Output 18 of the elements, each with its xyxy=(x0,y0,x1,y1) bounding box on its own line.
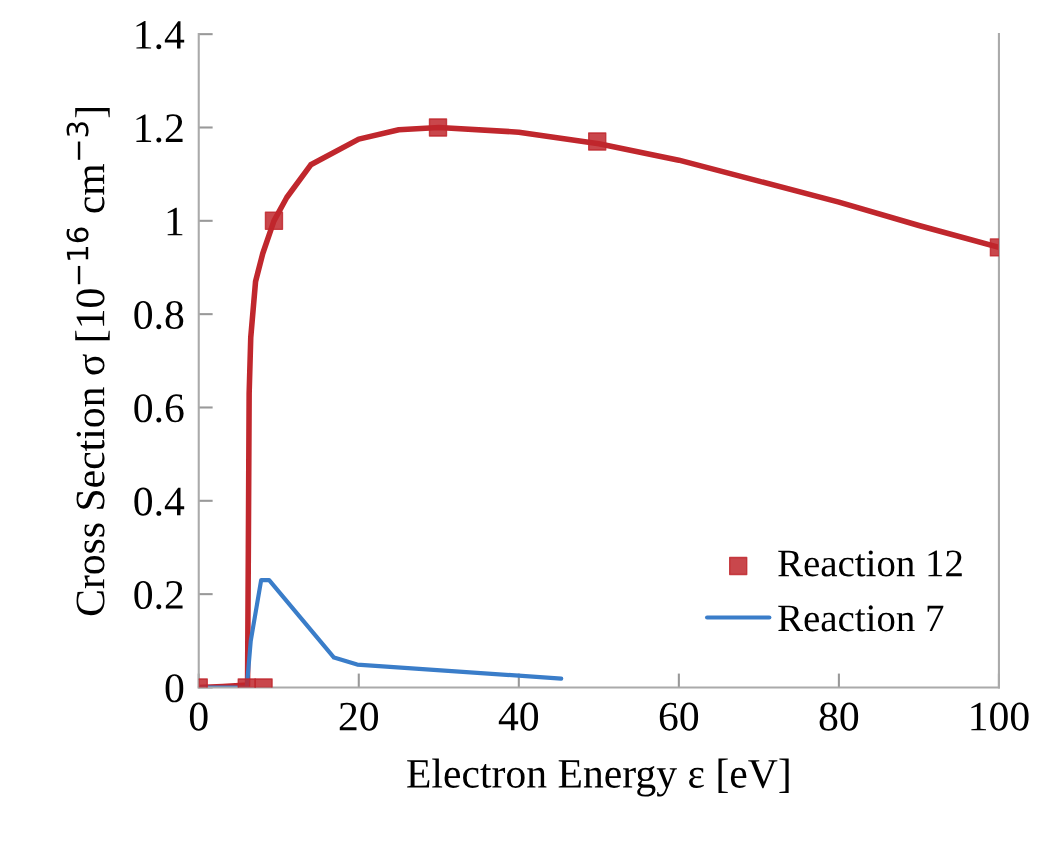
y-tick-label: 0.6 xyxy=(134,394,184,423)
legend-label: Reaction 7 xyxy=(778,605,944,632)
y-tick-label: 0.8 xyxy=(134,300,184,330)
x-axis-title: Electron Energy ε [eV] xyxy=(407,758,789,797)
y-tick-label: 1.4 xyxy=(136,21,185,50)
x-tick-label: 60 xyxy=(659,702,699,731)
y-tick-label: 0.2 xyxy=(134,580,183,610)
x-tick-label: 80 xyxy=(819,702,859,731)
x-tick-label: 0 xyxy=(189,702,208,731)
y-tick-label: 1 xyxy=(167,207,183,236)
y-tick-label: 0 xyxy=(165,674,184,703)
x-tick-label: 20 xyxy=(339,702,379,731)
y-tick-label: 1.2 xyxy=(136,114,183,143)
x-tick-label: 40 xyxy=(498,702,539,731)
legend-label: Reaction 12 xyxy=(778,550,962,577)
y-axis-title: Cross Section σ [10$^{−16}$ cm$^{−3}$] xyxy=(66,107,110,616)
x-tick-label: 100 xyxy=(971,702,1029,731)
y-tick-label: 0.4 xyxy=(134,487,185,516)
